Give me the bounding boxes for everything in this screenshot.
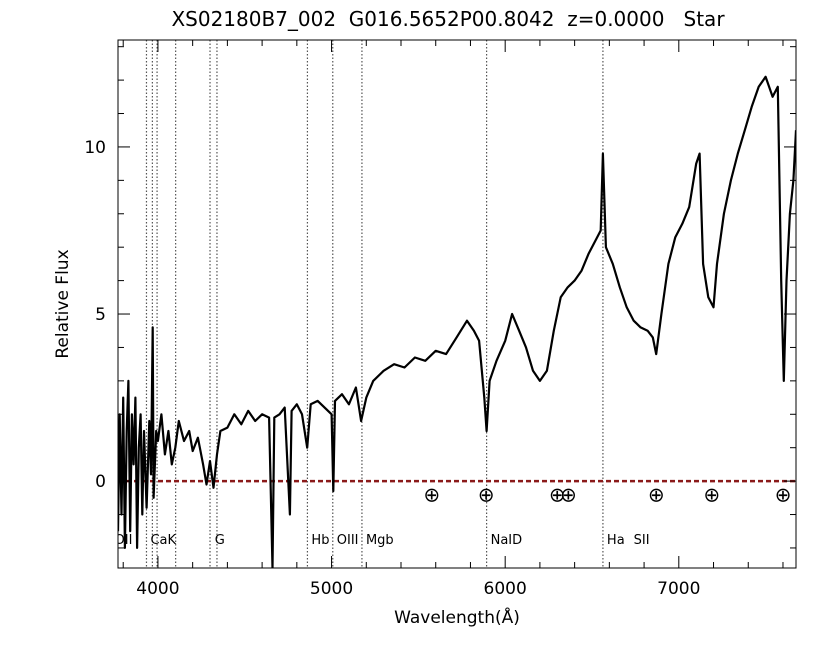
telluric-symbol: ⊕	[478, 482, 495, 506]
line-label: SII	[634, 533, 650, 548]
telluric-symbol: ⊕	[549, 482, 566, 506]
plot-area: OII CaK G Hb OIII Mgb NaID Ha SII⊕ ⊕ ⊕⊕ ⊕ ⊕ ⊕	[115, 40, 796, 568]
line-label: NaID	[491, 533, 523, 548]
telluric-symbol: ⊕	[703, 482, 720, 506]
y-axis-label: Relative Flux	[53, 249, 73, 358]
y-tick-label: 10	[84, 138, 106, 158]
y-tick-label: 0	[95, 472, 106, 492]
line-label: OIII	[337, 533, 359, 548]
x-tick-label: 7000	[657, 579, 700, 599]
spectrum-line	[118, 75, 796, 568]
telluric-symbol: ⊕	[560, 482, 577, 506]
x-tick-label: 6000	[484, 579, 527, 599]
line-label: Hb	[311, 533, 329, 548]
telluric-symbol: ⊕	[775, 482, 792, 506]
line-label: G	[215, 533, 225, 548]
telluric-symbol: ⊕	[423, 482, 440, 506]
line-label: Ha	[607, 533, 625, 548]
line-label: Mgb	[366, 533, 394, 548]
line-label: CaK	[150, 533, 176, 548]
telluric-symbol: ⊕	[648, 482, 665, 506]
chart-title: XS02180B7_002 G016.5652P00.8042 z=0.0000…	[171, 7, 725, 31]
plot-frame	[117, 39, 797, 569]
y-tick-label: 5	[95, 305, 106, 325]
x-axis-label: Wavelength(Å)	[394, 606, 520, 628]
x-tick-label: 5000	[310, 579, 353, 599]
line-label: OII	[115, 533, 133, 548]
x-tick-label: 4000	[136, 579, 179, 599]
